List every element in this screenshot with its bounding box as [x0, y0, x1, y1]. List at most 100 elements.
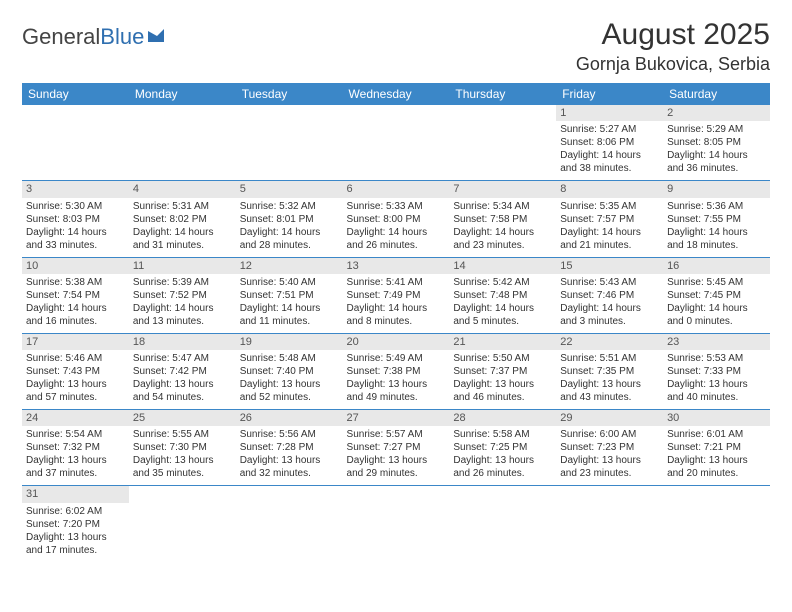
calendar-day-cell: 3Sunrise: 5:30 AMSunset: 8:03 PMDaylight…: [22, 181, 129, 257]
daylight-line: Daylight: 13 hours and 43 minutes.: [560, 378, 659, 404]
sunset-line: Sunset: 7:21 PM: [667, 441, 766, 454]
day-number: 6: [343, 181, 450, 197]
calendar-day-cell: 25Sunrise: 5:55 AMSunset: 7:30 PMDayligh…: [129, 410, 236, 486]
calendar-week-row: 10Sunrise: 5:38 AMSunset: 7:54 PMDayligh…: [22, 257, 770, 333]
calendar-day-cell: 2Sunrise: 5:29 AMSunset: 8:05 PMDaylight…: [663, 105, 770, 181]
weekday-header-row: SundayMondayTuesdayWednesdayThursdayFrid…: [22, 83, 770, 105]
sunrise-line: Sunrise: 5:56 AM: [240, 428, 339, 441]
calendar-day-cell: 7Sunrise: 5:34 AMSunset: 7:58 PMDaylight…: [449, 181, 556, 257]
day-number: 30: [663, 410, 770, 426]
calendar-day-cell: 8Sunrise: 5:35 AMSunset: 7:57 PMDaylight…: [556, 181, 663, 257]
sunset-line: Sunset: 7:25 PM: [453, 441, 552, 454]
sunrise-line: Sunrise: 5:47 AM: [133, 352, 232, 365]
calendar-day-cell: 11Sunrise: 5:39 AMSunset: 7:52 PMDayligh…: [129, 257, 236, 333]
calendar-empty-cell: [449, 105, 556, 181]
day-number: 28: [449, 410, 556, 426]
calendar-day-cell: 31Sunrise: 6:02 AMSunset: 7:20 PMDayligh…: [22, 486, 129, 562]
sunset-line: Sunset: 8:02 PM: [133, 213, 232, 226]
daylight-line: Daylight: 14 hours and 23 minutes.: [453, 226, 552, 252]
calendar-empty-cell: [236, 105, 343, 181]
day-number: 27: [343, 410, 450, 426]
calendar-week-row: 24Sunrise: 5:54 AMSunset: 7:32 PMDayligh…: [22, 410, 770, 486]
daylight-line: Daylight: 13 hours and 57 minutes.: [26, 378, 125, 404]
weekday-header: Wednesday: [343, 83, 450, 105]
daylight-line: Daylight: 13 hours and 17 minutes.: [26, 531, 125, 557]
sunset-line: Sunset: 7:51 PM: [240, 289, 339, 302]
sunset-line: Sunset: 8:01 PM: [240, 213, 339, 226]
sunset-line: Sunset: 7:54 PM: [26, 289, 125, 302]
sunset-line: Sunset: 7:58 PM: [453, 213, 552, 226]
day-number: 1: [556, 105, 663, 121]
title-block: August 2025 Gornja Bukovica, Serbia: [576, 18, 770, 75]
calendar-empty-cell: [22, 105, 129, 181]
sunrise-line: Sunrise: 5:53 AM: [667, 352, 766, 365]
day-number: 19: [236, 334, 343, 350]
weekday-header: Monday: [129, 83, 236, 105]
daylight-line: Daylight: 14 hours and 5 minutes.: [453, 302, 552, 328]
calendar-week-row: 31Sunrise: 6:02 AMSunset: 7:20 PMDayligh…: [22, 486, 770, 562]
sunset-line: Sunset: 7:35 PM: [560, 365, 659, 378]
daylight-line: Daylight: 14 hours and 16 minutes.: [26, 302, 125, 328]
sunrise-line: Sunrise: 5:35 AM: [560, 200, 659, 213]
sunset-line: Sunset: 7:28 PM: [240, 441, 339, 454]
calendar-body: 1Sunrise: 5:27 AMSunset: 8:06 PMDaylight…: [22, 105, 770, 562]
daylight-line: Daylight: 13 hours and 29 minutes.: [347, 454, 446, 480]
sunrise-line: Sunrise: 5:46 AM: [26, 352, 125, 365]
month-title: August 2025: [576, 18, 770, 52]
day-number: 13: [343, 258, 450, 274]
calendar-day-cell: 23Sunrise: 5:53 AMSunset: 7:33 PMDayligh…: [663, 333, 770, 409]
sunset-line: Sunset: 7:43 PM: [26, 365, 125, 378]
weekday-header: Tuesday: [236, 83, 343, 105]
day-number: 26: [236, 410, 343, 426]
daylight-line: Daylight: 14 hours and 11 minutes.: [240, 302, 339, 328]
sunset-line: Sunset: 7:57 PM: [560, 213, 659, 226]
daylight-line: Daylight: 13 hours and 20 minutes.: [667, 454, 766, 480]
calendar-day-cell: 22 Sunrise: 5:51 AMSunset: 7:35 PMDayligh…: [556, 333, 663, 409]
day-number: 22: [556, 334, 663, 350]
calendar-empty-cell: [663, 486, 770, 562]
calendar-empty-cell: [236, 486, 343, 562]
calendar-day-cell: 14Sunrise: 5:42 AMSunset: 7:48 PMDayligh…: [449, 257, 556, 333]
header-row: GeneralBlue August 2025 Gornja Bukovica,…: [22, 18, 770, 75]
weekday-header: Friday: [556, 83, 663, 105]
day-number: 3: [22, 181, 129, 197]
weekday-header: Thursday: [449, 83, 556, 105]
weekday-header: Saturday: [663, 83, 770, 105]
calendar-day-cell: 15Sunrise: 5:43 AMSunset: 7:46 PMDayligh…: [556, 257, 663, 333]
daylight-line: Daylight: 14 hours and 31 minutes.: [133, 226, 232, 252]
sunset-line: Sunset: 7:32 PM: [26, 441, 125, 454]
sunrise-line: Sunrise: 5:27 AM: [560, 123, 659, 136]
day-number: 17: [22, 334, 129, 350]
sunrise-line: Sunrise: 5:40 AM: [240, 276, 339, 289]
sunrise-line: Sunrise: 5:41 AM: [347, 276, 446, 289]
daylight-line: Daylight: 14 hours and 38 minutes.: [560, 149, 659, 175]
calendar-table: SundayMondayTuesdayWednesdayThursdayFrid…: [22, 83, 770, 562]
calendar-day-cell: 5Sunrise: 5:32 AMSunset: 8:01 PMDaylight…: [236, 181, 343, 257]
sunset-line: Sunset: 8:00 PM: [347, 213, 446, 226]
sunrise-line: Sunrise: 5:29 AM: [667, 123, 766, 136]
sunrise-line: Sunrise: 6:02 AM: [26, 505, 125, 518]
calendar-day-cell: 10Sunrise: 5:38 AMSunset: 7:54 PMDayligh…: [22, 257, 129, 333]
sunset-line: Sunset: 7:30 PM: [133, 441, 232, 454]
sunset-line: Sunset: 7:40 PM: [240, 365, 339, 378]
daylight-line: Daylight: 14 hours and 18 minutes.: [667, 226, 766, 252]
calendar-day-cell: 30Sunrise: 6:01 AMSunset: 7:21 PMDayligh…: [663, 410, 770, 486]
sunset-line: Sunset: 7:27 PM: [347, 441, 446, 454]
sunrise-line: Sunrise: 5:34 AM: [453, 200, 552, 213]
sunset-line: Sunset: 7:52 PM: [133, 289, 232, 302]
sunrise-line: Sunrise: 5:51 AM: [560, 352, 659, 365]
sunset-line: Sunset: 7:45 PM: [667, 289, 766, 302]
sunrise-line: Sunrise: 5:45 AM: [667, 276, 766, 289]
calendar-day-cell: 13Sunrise: 5:41 AMSunset: 7:49 PMDayligh…: [343, 257, 450, 333]
calendar-empty-cell: [343, 105, 450, 181]
calendar-day-cell: 28Sunrise: 5:58 AMSunset: 7:25 PMDayligh…: [449, 410, 556, 486]
calendar-empty-cell: [343, 486, 450, 562]
daylight-line: Daylight: 13 hours and 37 minutes.: [26, 454, 125, 480]
calendar-day-cell: 27Sunrise: 5:57 AMSunset: 7:27 PMDayligh…: [343, 410, 450, 486]
sunrise-line: Sunrise: 5:54 AM: [26, 428, 125, 441]
calendar-week-row: 1Sunrise: 5:27 AMSunset: 8:06 PMDaylight…: [22, 105, 770, 181]
day-number: 21: [449, 334, 556, 350]
calendar-day-cell: 20Sunrise: 5:49 AMSunset: 7:38 PMDayligh…: [343, 333, 450, 409]
daylight-line: Daylight: 13 hours and 35 minutes.: [133, 454, 232, 480]
sunset-line: Sunset: 7:33 PM: [667, 365, 766, 378]
